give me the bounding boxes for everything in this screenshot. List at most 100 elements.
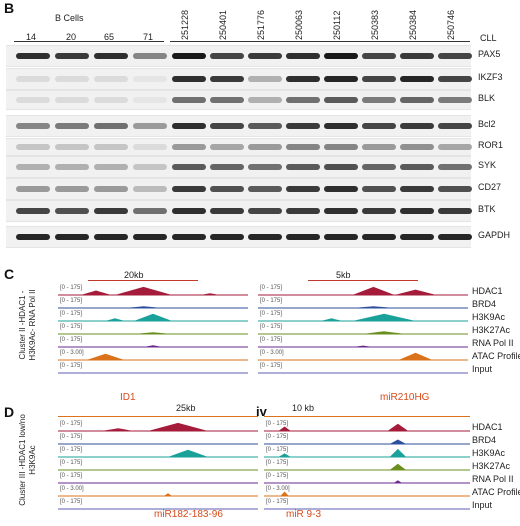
c-right-gene: miR210HG	[380, 392, 430, 403]
track-label: BRD4	[472, 299, 497, 309]
track-signal	[264, 439, 470, 445]
blot-band	[438, 208, 472, 214]
blot-band	[438, 234, 472, 240]
blot-band	[94, 164, 128, 170]
track-range: [0 - 175]	[60, 460, 83, 466]
track-signal	[264, 463, 470, 471]
blot-band	[94, 208, 128, 214]
blot-band	[133, 234, 167, 240]
protein-label: CD27	[478, 182, 502, 192]
track-range: [0 - 175]	[60, 298, 83, 304]
blot-band	[133, 186, 167, 192]
track-signal	[58, 332, 248, 335]
blot-band	[438, 164, 472, 170]
blot-strip	[6, 138, 472, 156]
blot-band	[55, 144, 89, 150]
protein-label: Bcl2	[478, 119, 496, 129]
scale-bar	[88, 280, 198, 281]
blot-band	[94, 76, 128, 82]
track-signal	[264, 448, 470, 458]
blot-band	[438, 97, 472, 103]
blot-band	[248, 53, 282, 59]
blot-band	[94, 97, 128, 103]
blot-band	[438, 144, 472, 150]
cll-label: CLL	[480, 33, 497, 43]
blot-band	[286, 76, 320, 82]
track-range: [0 - 175]	[266, 460, 289, 466]
protein-label: BTK	[478, 204, 496, 214]
track-signal	[58, 482, 258, 484]
blot-band	[55, 97, 89, 103]
blot-band	[286, 144, 320, 150]
track-signal	[258, 313, 468, 322]
blot-band	[210, 97, 244, 103]
blot-band	[286, 123, 320, 129]
track-signal	[258, 345, 468, 348]
blot-band	[172, 53, 206, 59]
blot-band	[324, 144, 358, 150]
blot-strip	[6, 226, 472, 248]
panel-label-b: B	[4, 0, 15, 16]
track-signal	[264, 508, 470, 510]
lane-label: 65	[104, 32, 115, 42]
track-label: H3K27Ac	[472, 325, 511, 335]
track-signal	[258, 352, 468, 361]
d-left-scale: 25kb	[176, 403, 196, 413]
blot-band	[286, 53, 320, 59]
track-range: [0 - 175]	[60, 311, 83, 317]
blot-band	[55, 53, 89, 59]
track-signal	[264, 480, 470, 484]
track-signal	[58, 353, 248, 361]
track-signal	[58, 372, 248, 374]
track-signal	[58, 313, 248, 322]
blot-band	[438, 76, 472, 82]
blot-band	[16, 123, 50, 129]
blot-band	[94, 186, 128, 192]
blot-band	[172, 123, 206, 129]
scale-bar	[58, 416, 258, 417]
track-label: BRD4	[472, 435, 497, 445]
blot-band	[133, 164, 167, 170]
track-signal	[58, 508, 258, 510]
track-label: Input	[472, 364, 493, 374]
track-range: [0 - 175]	[260, 324, 283, 330]
blot-band	[324, 97, 358, 103]
blot-band	[133, 123, 167, 129]
track-range: [0 - 175]	[60, 499, 83, 505]
blot-band	[172, 97, 206, 103]
track-range: [0 - 175]	[260, 311, 283, 317]
blot-band	[210, 53, 244, 59]
track-signal	[58, 345, 248, 348]
blot-band	[286, 164, 320, 170]
track-signal	[58, 449, 258, 458]
blot-band	[400, 208, 434, 214]
blot-band	[210, 208, 244, 214]
d-right-gene: miR 9-3	[286, 509, 322, 520]
track-range: [0 - 175]	[60, 447, 83, 453]
track-range: [0 - 175]	[60, 473, 83, 479]
blot-band	[16, 164, 50, 170]
blot-strip	[6, 68, 472, 90]
track-signal	[58, 306, 248, 309]
track-range: [0 - 175]	[260, 285, 283, 291]
blot-band	[172, 144, 206, 150]
c-left-scale: 20kb	[124, 270, 144, 280]
blot-band	[438, 186, 472, 192]
blot-band	[400, 123, 434, 129]
blot-band	[400, 97, 434, 103]
lane-label: 20	[66, 32, 77, 42]
track-range: [0 - 175]	[60, 434, 83, 440]
track-range: [0 - 175]	[266, 421, 289, 427]
blot-band	[362, 76, 396, 82]
scale-bar	[308, 280, 418, 281]
track-range: [0 - 175]	[266, 447, 289, 453]
blot-band	[248, 234, 282, 240]
track-signal	[58, 286, 248, 296]
protein-label: SYK	[478, 160, 497, 170]
track-label: H3K27Ac	[472, 461, 511, 471]
blot-band	[438, 53, 472, 59]
track-signal	[258, 372, 468, 374]
bcells-bracket-line	[14, 41, 164, 42]
blot-band	[133, 144, 167, 150]
blot-band	[400, 186, 434, 192]
